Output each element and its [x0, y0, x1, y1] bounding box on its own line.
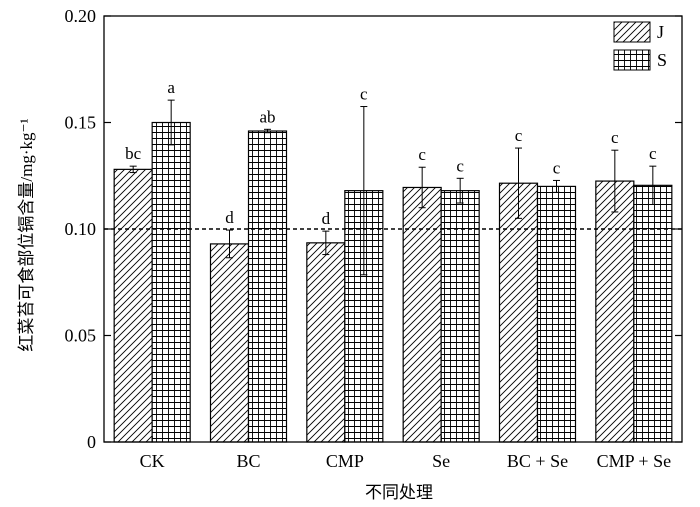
bar-s — [633, 184, 673, 443]
x-tick-label: CK — [140, 451, 165, 471]
bar-s — [440, 190, 480, 443]
significance-label: c — [515, 126, 523, 145]
significance-label: c — [649, 144, 657, 163]
x-axis-title: 不同处理 — [365, 483, 433, 502]
significance-label: a — [167, 78, 175, 97]
x-tick-label: BC — [236, 451, 260, 471]
y-tick-label: 0.05 — [65, 326, 97, 346]
significance-label: c — [611, 128, 619, 147]
legend: JS — [613, 21, 667, 71]
x-tick-label: CMP — [326, 451, 364, 471]
x-tick-label: Se — [432, 451, 450, 471]
y-axis-title: 红菜苔可食部位镉含量/mg·kg⁻¹ — [17, 118, 36, 351]
y-tick-label: 0.15 — [65, 113, 97, 133]
significance-label: d — [225, 208, 234, 227]
legend-swatch-j — [613, 21, 651, 43]
bar-j — [498, 182, 539, 443]
bar-s — [536, 185, 577, 443]
significance-label: d — [322, 209, 331, 228]
significance-label: c — [456, 156, 464, 175]
bar-j — [595, 180, 635, 443]
significance-label: ab — [259, 107, 275, 126]
legend-label: J — [657, 22, 664, 42]
x-tick-label: BC + Se — [507, 451, 568, 471]
significance-label: c — [360, 85, 368, 104]
y-tick-label: 0.20 — [65, 6, 97, 26]
y-tick-label: 0.10 — [65, 219, 97, 239]
x-tick-label: CMP + Se — [597, 451, 672, 471]
bar-s — [151, 121, 191, 443]
significance-label: bc — [125, 144, 142, 163]
legend-label: S — [657, 50, 667, 70]
bar-j — [306, 242, 346, 443]
significance-label: c — [553, 158, 561, 177]
bar-s — [247, 130, 288, 443]
significance-label: c — [418, 145, 426, 164]
bar-j — [113, 168, 153, 443]
bar-j — [402, 186, 442, 443]
legend-swatch-s — [613, 49, 651, 71]
y-tick-label: 0 — [87, 432, 96, 452]
bar-j — [209, 243, 250, 443]
